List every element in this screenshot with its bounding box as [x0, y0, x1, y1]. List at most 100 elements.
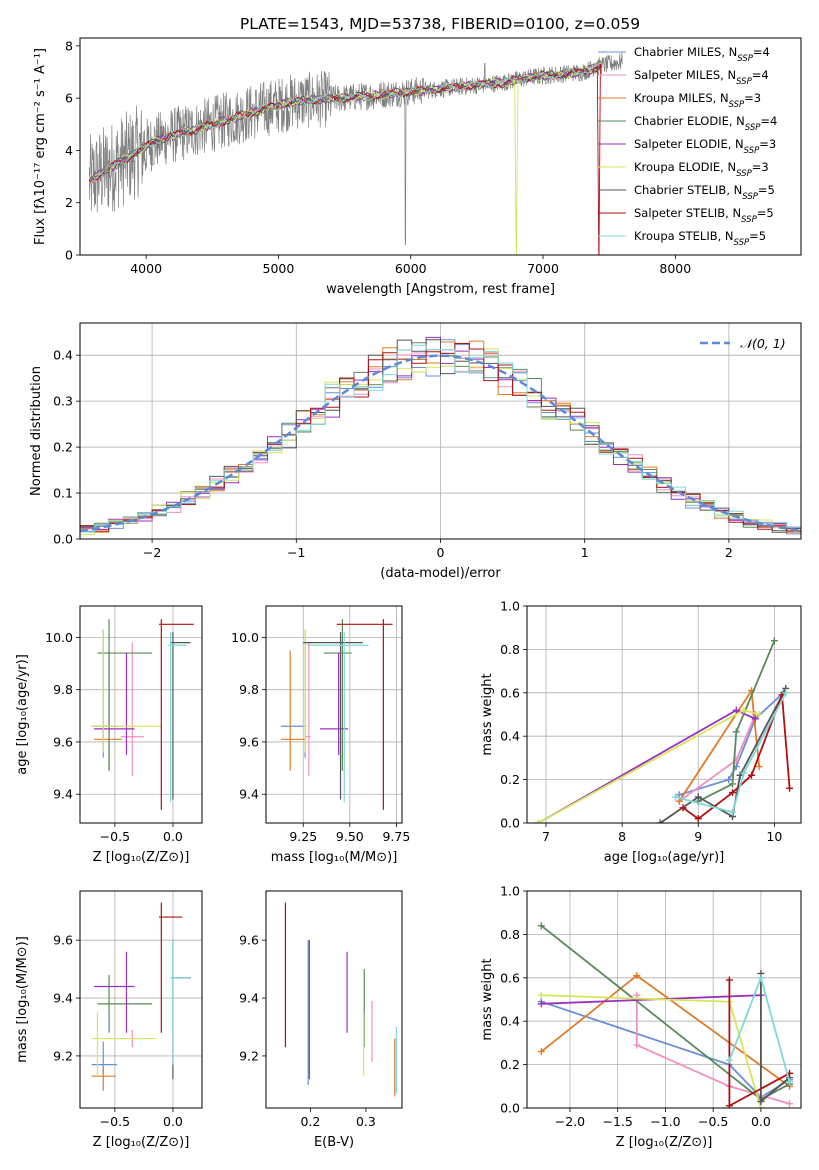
- weight-point-marker: [740, 706, 748, 714]
- x-axis-label: E(B-V): [314, 1135, 354, 1150]
- legend-entry: Kroupa ELODIE, NSSP=3: [634, 160, 769, 179]
- y-tick-label: 0.0: [53, 532, 73, 547]
- y-tick-label: 1.0: [500, 884, 520, 899]
- errorbar-point: [159, 902, 183, 1033]
- errorbar-point: [93, 653, 135, 756]
- y-tick-label: 9.4: [53, 991, 73, 1006]
- y-tick-label: 10.0: [231, 630, 259, 645]
- x-axis-label: mass [log₁₀(M/M⊙)]: [271, 850, 398, 865]
- errorbar-point: [120, 642, 144, 776]
- y-tick-label: 9.2: [239, 1048, 259, 1063]
- errorbar-point: [159, 619, 194, 810]
- y-tick-label: 8: [65, 38, 73, 53]
- weight-point-marker: [786, 1078, 794, 1086]
- weight-point-marker: [755, 711, 763, 718]
- errorbar-point: [170, 632, 191, 800]
- legend-entry: Salpeter STELIB, NSSP=5: [634, 206, 774, 225]
- y-axis-label: mass weight: [480, 673, 495, 755]
- plot-area: [284, 902, 398, 1097]
- axes-frame: [79, 37, 802, 256]
- weight-point-marker: [757, 1097, 765, 1105]
- x-tick-label: 4000: [130, 261, 162, 276]
- y-tick-label: 9.8: [53, 682, 73, 697]
- weight-point-marker: [725, 976, 733, 984]
- y-tick-label: 0.8: [500, 642, 520, 657]
- legend-entry: Chabrier ELODIE, NSSP=4: [634, 114, 777, 133]
- x-axis-label: Z [log₁₀(Z/Z⊙)]: [93, 1135, 190, 1150]
- y-axis-label: age [log₁₀(age/yr)]: [15, 654, 30, 775]
- errorbar-point: [320, 653, 348, 756]
- y-tick-label: 1.0: [500, 599, 520, 614]
- axes-frame: [526, 605, 802, 824]
- errorbar-point: [91, 1012, 156, 1077]
- y-tick-label: 9.6: [239, 734, 259, 749]
- x-tick-label: 6000: [395, 261, 427, 276]
- panel-residual-histogram: 𝒩(0, 1) −2 −1 0 1 2 0.0 0.1 0.2 0.3 0.4 (data-model…: [29, 322, 802, 581]
- plot-area: [80, 336, 801, 536]
- errorbar-point: [91, 629, 118, 758]
- errorbar-point: [97, 974, 153, 1033]
- y-tick-label: 9.4: [53, 787, 73, 802]
- y-axis-label: Normed distribution: [29, 366, 44, 496]
- y-tick-label: 0.0: [500, 816, 520, 831]
- y-tick-label: 2: [65, 195, 73, 210]
- legend-entry: Salpeter MILES, NSSP=4: [634, 68, 769, 87]
- weight-point-marker: [534, 819, 542, 823]
- y-tick-label: 0.4: [500, 1014, 520, 1029]
- plot-area: [91, 902, 191, 1091]
- weight-series-line: [682, 694, 791, 820]
- y-axis-label: mass [log₁₀(M/M⊙)]: [15, 936, 30, 1063]
- y-tick-label: 9.8: [239, 682, 259, 697]
- x-tick-label: 8000: [659, 261, 691, 276]
- x-axis-label: Z [log₁₀(Z/Z⊙)]: [616, 1135, 713, 1150]
- errorbar-point: [303, 632, 363, 800]
- x-tick-label: 0.0: [163, 1114, 183, 1129]
- weight-point-marker: [729, 808, 736, 816]
- legend-entry: Kroupa STELIB, NSSP=5: [634, 229, 766, 248]
- y-tick-label: 9.6: [53, 933, 73, 948]
- weight-series-line: [697, 640, 776, 803]
- weight-point-marker: [725, 1102, 733, 1108]
- panel-weight-vs-age: 7 8 9 10 0.0 0.2 0.4 0.6 0.8 1.0 age [log₁₀(age/yr…: [480, 599, 802, 865]
- plot-area: [91, 619, 194, 810]
- panel-mass-vs-Z: −0.5 0.0 9.2 9.4 9.6 Z [log₁₀(Z/Z⊙)] mass [log…: [15, 890, 203, 1150]
- weight-point-marker: [757, 1104, 765, 1108]
- weight-point-marker: [729, 780, 736, 788]
- y-tick-label: 0.6: [500, 970, 520, 985]
- axes-frame: [526, 890, 802, 1109]
- y-tick-label: 6: [65, 91, 73, 106]
- weight-point-marker: [786, 784, 794, 792]
- x-tick-label: −0.5: [698, 1114, 728, 1129]
- x-axis-label: Z [log₁₀(Z/Z⊙)]: [93, 850, 190, 865]
- x-tick-label: 9.75: [382, 829, 410, 844]
- y-tick-label: 9.6: [53, 734, 73, 749]
- figure-title: PLATE=1543, MJD=53738, FIBERID=0100, z=0…: [240, 15, 640, 33]
- errorbar-point: [303, 629, 307, 753]
- weight-point-marker: [786, 1100, 794, 1108]
- x-axis-label: (data-model)/error: [380, 566, 501, 581]
- weight-point-marker: [732, 706, 740, 714]
- x-tick-label: 1: [581, 545, 589, 560]
- axes-frame: [79, 605, 203, 824]
- errorbar-point: [306, 632, 369, 803]
- y-axis-label: Flux [fλ10⁻¹⁷ erg cm⁻² s⁻¹ A⁻¹]: [33, 48, 48, 245]
- y-tick-label: 9.6: [239, 933, 259, 948]
- y-axis-label: mass weight: [480, 958, 495, 1040]
- legend-entry: Chabrier STELIB, NSSP=5: [634, 183, 775, 202]
- y-tick-label: 0.2: [500, 772, 520, 787]
- errorbar-point: [91, 1041, 118, 1074]
- y-tick-label: 0.1: [53, 486, 73, 501]
- x-tick-label: 7000: [527, 261, 559, 276]
- x-tick-label: 8: [618, 829, 626, 844]
- x-tick-label: −0.5: [100, 829, 130, 844]
- x-tick-label: 2: [725, 545, 733, 560]
- y-tick-label: 0.2: [53, 440, 73, 455]
- errorbar-point: [168, 632, 187, 803]
- y-tick-label: 0.3: [53, 394, 73, 409]
- errorbar-point: [170, 940, 191, 1080]
- x-tick-label: 5000: [263, 261, 295, 276]
- x-tick-label: 9.25: [289, 829, 317, 844]
- weight-point-marker: [740, 769, 748, 777]
- y-tick-label: 9.4: [239, 787, 259, 802]
- weight-point-marker: [732, 728, 740, 736]
